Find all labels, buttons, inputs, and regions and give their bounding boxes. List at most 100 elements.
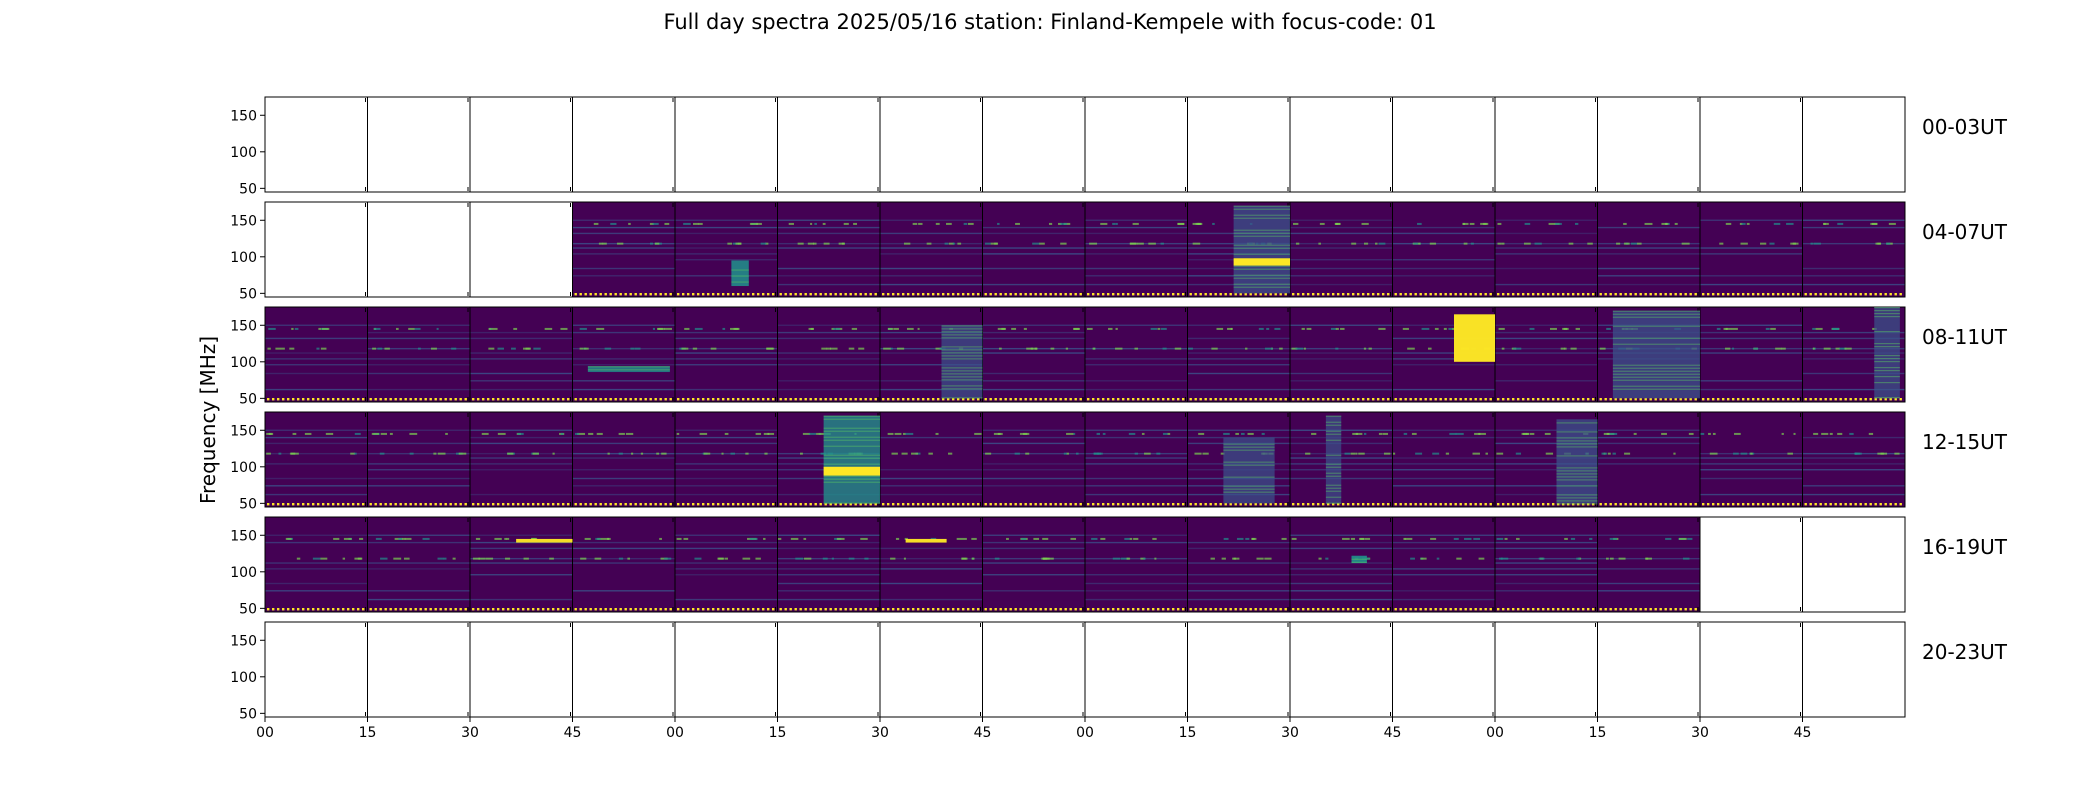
rfi-band: [1187, 541, 1290, 544]
baseline-dot: [989, 503, 992, 506]
baseline-dot: [1577, 608, 1580, 611]
baseline-dot: [1234, 398, 1237, 401]
baseline-dot: [1777, 503, 1780, 506]
cell-frame: [777, 621, 881, 718]
baseline-dot: [1507, 608, 1510, 611]
burst-stripe: [1612, 316, 1700, 318]
rfi-spot: [1636, 242, 1642, 245]
rfi-spot: [511, 347, 516, 350]
rfi-spot: [656, 452, 660, 455]
rfi-band: [777, 598, 880, 601]
rfi-spot: [765, 242, 769, 245]
baseline-dot: [1259, 293, 1262, 296]
baseline-dot: [1507, 293, 1510, 296]
baseline-dot: [952, 608, 955, 611]
baseline-dot: [1382, 608, 1385, 611]
baseline-dot: [1434, 608, 1437, 611]
rfi-band: [265, 324, 368, 326]
baseline-dot: [922, 608, 925, 611]
baseline-dot: [1087, 293, 1090, 296]
burst-stripe: [823, 415, 880, 417]
rfi-band: [1290, 380, 1393, 382]
baseline-dot: [897, 503, 900, 506]
rfi-spot: [1630, 242, 1638, 245]
rfi-spot: [488, 347, 495, 350]
baseline-dot: [267, 503, 270, 506]
baseline-dot: [557, 608, 560, 611]
baseline-dot: [644, 503, 647, 506]
rfi-spot: [1504, 537, 1508, 540]
rfi-spot: [1821, 432, 1829, 435]
rfi-spot: [733, 327, 739, 330]
rfi-band: [1700, 324, 1803, 326]
baseline-dot: [1824, 398, 1827, 401]
baseline-dot: [1209, 503, 1212, 506]
baseline-dot: [644, 398, 647, 401]
burst-stripe: [823, 475, 880, 477]
baseline-dot: [794, 293, 797, 296]
rfi-band: [880, 347, 983, 350]
rfi-spot: [1741, 222, 1746, 225]
rfi-spot: [999, 347, 1002, 350]
rfi-spot: [1792, 242, 1799, 245]
baseline-dot: [434, 398, 437, 401]
rfi-band: [265, 562, 368, 564]
baseline-dot: [869, 503, 872, 506]
rfi-spot: [1498, 327, 1505, 330]
rfi-spot: [1570, 347, 1577, 350]
baseline-dot: [1497, 398, 1500, 401]
baseline-dot: [1489, 503, 1492, 506]
baseline-dot: [874, 608, 877, 611]
baseline-dot: [1269, 503, 1272, 506]
baseline-dot: [1849, 503, 1852, 506]
baseline-dot: [1092, 503, 1095, 506]
y-tick-label: 50: [239, 601, 257, 617]
rfi-spot: [1616, 242, 1621, 245]
baseline-dot: [604, 293, 607, 296]
baseline-dot: [1347, 398, 1350, 401]
row-label: 00-03UT: [1922, 115, 2007, 139]
rfi-spot: [851, 327, 858, 330]
baseline-dot: [604, 503, 607, 506]
rfi-spot: [903, 242, 911, 245]
cell-frame: [1802, 411, 1906, 508]
burst-stripe: [941, 337, 983, 339]
rfi-spot: [408, 327, 415, 330]
rfi-band: [1392, 485, 1495, 487]
baseline-dot: [1137, 608, 1140, 611]
rfi-band: [777, 557, 880, 560]
rfi-spot: [1154, 557, 1157, 560]
rfi-spot: [1681, 242, 1690, 245]
rfi-spot: [810, 222, 813, 225]
x-tick-label: 15: [1179, 725, 1197, 741]
baseline-dot: [829, 398, 832, 401]
rfi-band: [572, 493, 675, 496]
cell-frame: [1699, 516, 1803, 613]
baseline-dot: [287, 608, 290, 611]
rfi-spot: [724, 557, 728, 560]
baseline-dot: [512, 608, 515, 611]
rfi-spot: [1060, 222, 1067, 225]
baseline-dot: [712, 293, 715, 296]
baseline-dot: [864, 608, 867, 611]
rfi-band: [1495, 429, 1598, 431]
rfi-spot: [1042, 537, 1049, 540]
baseline-dot: [1639, 608, 1642, 611]
baseline-dot: [1639, 398, 1642, 401]
baseline-dot: [1664, 293, 1667, 296]
baseline-dot: [809, 293, 812, 296]
rfi-spot: [1363, 242, 1369, 245]
rfi-band: [1802, 275, 1905, 277]
cell-frame: [1084, 621, 1188, 718]
rfi-spot: [1733, 452, 1739, 455]
baseline-dot: [1854, 293, 1857, 296]
rfi-band: [1495, 352, 1598, 354]
baseline-dot: [1122, 608, 1125, 611]
rfi-spot: [380, 432, 388, 435]
baseline-dot: [644, 608, 647, 611]
baseline-dot: [439, 503, 442, 506]
rfi-spot: [897, 347, 905, 350]
rfi-band: [367, 364, 470, 366]
burst-stripe: [941, 346, 983, 348]
baseline-dot: [1824, 503, 1827, 506]
